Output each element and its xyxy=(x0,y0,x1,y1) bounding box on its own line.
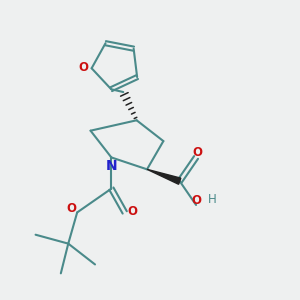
Text: O: O xyxy=(78,61,88,74)
Text: H: H xyxy=(208,193,217,206)
Polygon shape xyxy=(147,169,181,184)
Text: O: O xyxy=(191,194,201,207)
Text: O: O xyxy=(193,146,202,159)
Text: O: O xyxy=(127,205,137,218)
Text: O: O xyxy=(67,202,77,215)
Text: N: N xyxy=(106,159,117,173)
